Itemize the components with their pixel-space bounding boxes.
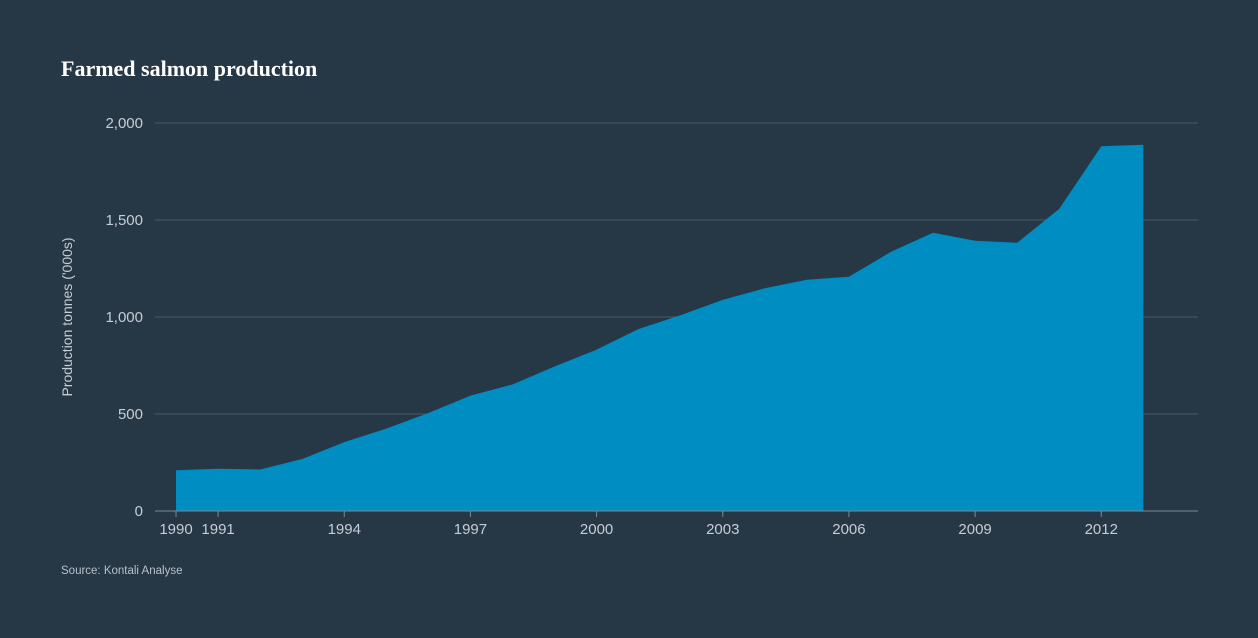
y-tick-label: 2,000 bbox=[105, 115, 143, 132]
chart-title: Farmed salmon production bbox=[61, 56, 318, 81]
x-tick-label: 2012 bbox=[1085, 521, 1118, 538]
area-series bbox=[176, 144, 1144, 511]
y-tick-label: 1,000 bbox=[105, 309, 143, 326]
y-tick-label: 0 bbox=[135, 503, 143, 520]
y-tick-label: 500 bbox=[118, 406, 143, 423]
x-tick-label: 2009 bbox=[958, 521, 991, 538]
series-area bbox=[176, 144, 1144, 511]
x-tick-label: 2000 bbox=[580, 521, 613, 538]
source-note: Source: Kontali Analyse bbox=[61, 565, 183, 577]
axes: 0 500 1,000 1,500 2,000 1990 1991 1994 1997 2000 2… bbox=[59, 115, 1198, 538]
x-tick-label: 1997 bbox=[454, 521, 487, 538]
x-tick-label: 1990 bbox=[159, 521, 192, 538]
x-tick-label: 1991 bbox=[201, 521, 234, 538]
y-tick-label: 1,500 bbox=[105, 212, 143, 229]
x-tick-label: 2006 bbox=[832, 521, 865, 538]
y-axis-title: Production tonnes ('000s) bbox=[59, 237, 75, 396]
x-tick-label: 1994 bbox=[328, 521, 361, 538]
x-tick-label: 2003 bbox=[706, 521, 739, 538]
